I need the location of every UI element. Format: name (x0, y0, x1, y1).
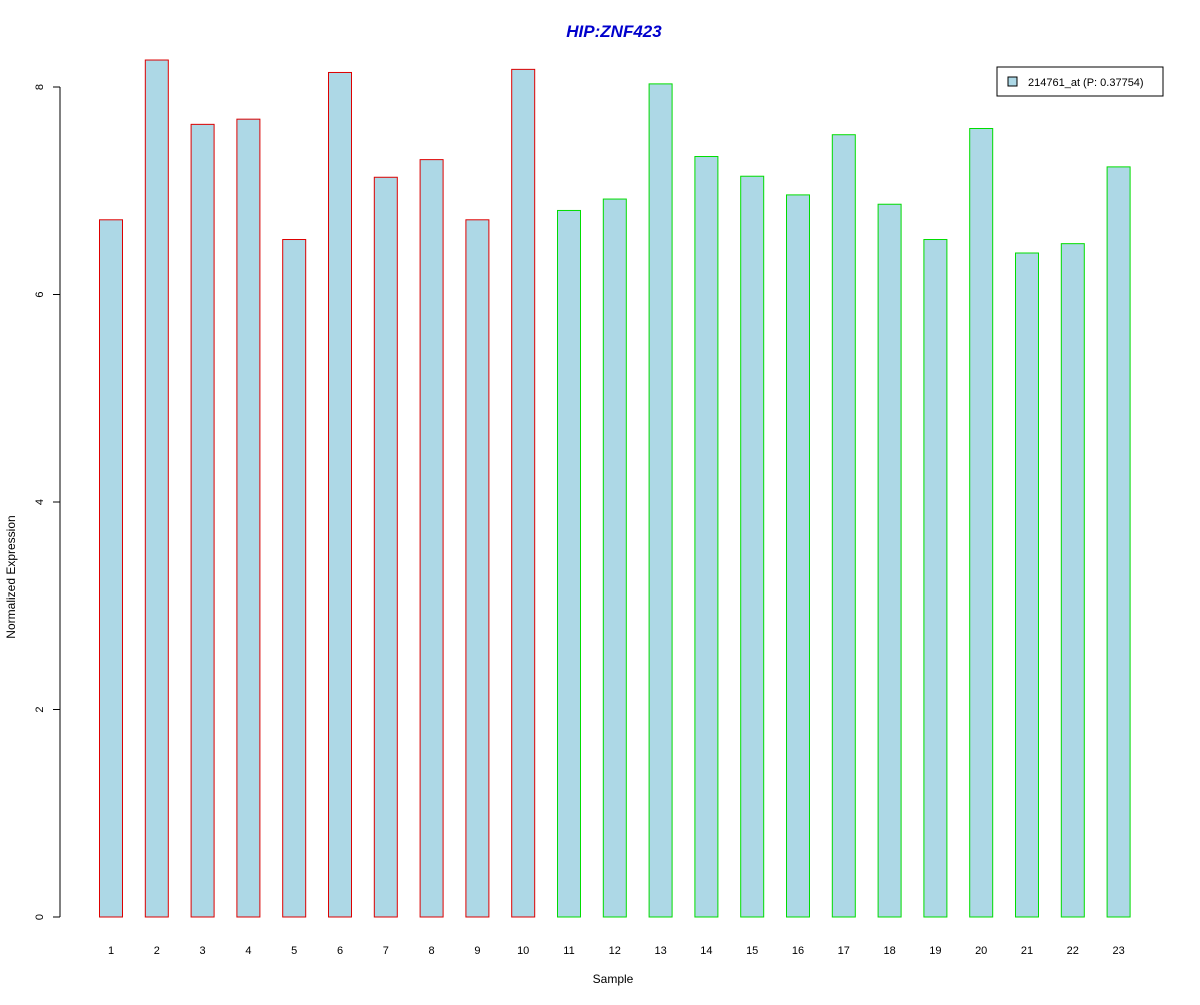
bars-group (99, 59, 1131, 918)
bar-sample-8 (419, 159, 444, 918)
x-tick-label: 7 (383, 945, 389, 957)
x-tick-label: 21 (1021, 945, 1033, 957)
x-tick-label: 2 (154, 945, 160, 957)
bar-sample-2 (144, 59, 169, 918)
x-tick-label: 4 (245, 945, 251, 957)
x-tick-label: 9 (474, 945, 480, 957)
x-tick-label: 23 (1112, 945, 1124, 957)
x-tick-label: 10 (517, 945, 529, 957)
x-tick-label: 3 (200, 945, 206, 957)
legend-entry-label: 214761_at (P: 0.37754) (1028, 77, 1144, 89)
bar-sample-16 (786, 194, 810, 918)
x-tick-label: 18 (883, 945, 895, 957)
bar-sample-10 (511, 68, 536, 918)
bar-sample-3 (190, 123, 215, 918)
x-tick-label: 6 (337, 945, 343, 957)
x-tick-label: 19 (929, 945, 941, 957)
x-tick-label: 15 (746, 945, 758, 957)
bar-sample-11 (557, 209, 581, 918)
x-tick-label: 16 (792, 945, 804, 957)
legend-swatch (1007, 76, 1018, 87)
bar-sample-14 (694, 156, 719, 918)
bar-sample-17 (831, 134, 856, 918)
y-axis-label: Normalized Expression (4, 515, 18, 638)
x-tick-label: 17 (838, 945, 850, 957)
y-tick-label: 0 (34, 914, 46, 920)
bar-sample-12 (602, 198, 627, 918)
x-tick-label: 11 (563, 945, 574, 957)
bar-sample-9 (465, 219, 490, 918)
y-tick-label: 4 (34, 499, 46, 505)
x-tick-label: 8 (429, 945, 435, 957)
bar-sample-4 (236, 118, 261, 918)
bar-sample-22 (1060, 243, 1085, 918)
x-tick-label: 22 (1067, 945, 1079, 957)
bar-sample-20 (969, 128, 994, 918)
legend: 214761_at (P: 0.37754) (996, 66, 1164, 97)
x-tick-label: 13 (654, 945, 666, 957)
y-tick-label: 8 (34, 84, 46, 90)
bar-sample-1 (99, 219, 123, 918)
x-tick-labels: 1 2 3 4 5 6 7 8 9 10 11 12 13 14 15 16 17 18 19 20 21 22 23 (108, 945, 1125, 957)
x-tick-label: 1 (108, 945, 114, 957)
bar-sample-13 (648, 83, 673, 918)
y-axis: 0 2 4 6 8 (34, 84, 61, 920)
bar-sample-6 (328, 71, 352, 918)
x-tick-label: 20 (975, 945, 987, 957)
y-tick-label: 2 (34, 706, 46, 712)
bar-sample-15 (740, 175, 765, 918)
x-tick-label: 14 (700, 945, 712, 957)
bar-sample-19 (923, 239, 948, 918)
chart-title: HIP:ZNF423 (566, 22, 662, 41)
y-tick-label: 6 (34, 291, 46, 297)
x-tick-label: 5 (291, 945, 297, 957)
bar-sample-21 (1015, 252, 1039, 918)
bar-sample-7 (373, 176, 398, 918)
bar-sample-5 (282, 239, 307, 918)
bar-sample-23 (1106, 166, 1131, 918)
x-tick-label: 12 (609, 945, 621, 957)
legend-box (996, 66, 1164, 97)
x-axis-label: Sample (593, 972, 634, 986)
bar-sample-18 (877, 203, 902, 918)
